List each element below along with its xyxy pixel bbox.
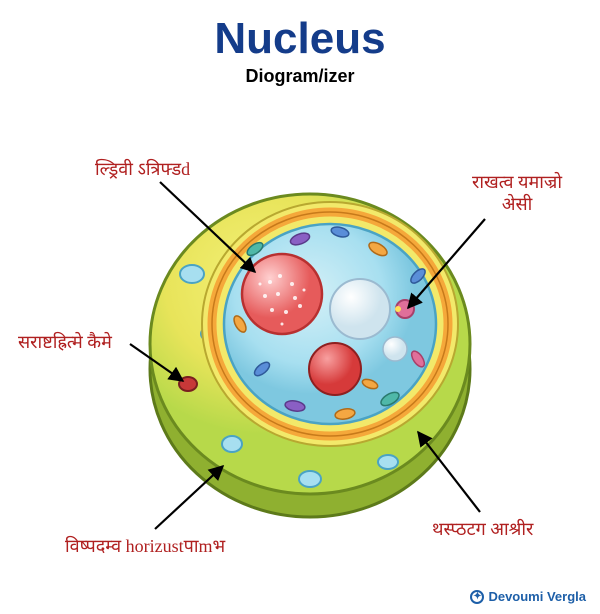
credit-text: Devoumi Vergla bbox=[488, 589, 586, 604]
label-bottom-left: विष्पदम्व horizustपाmभ bbox=[65, 536, 225, 558]
label-top-right: राखत्व यमाज्रो अेसी bbox=[472, 172, 562, 215]
pointer-bottom-left bbox=[155, 466, 223, 529]
credit: ✦ Devoumi Vergla bbox=[470, 589, 586, 604]
label-top-left: ल्ड्रिवी ऽत्रिफ्डd bbox=[95, 159, 190, 181]
credit-icon: ✦ bbox=[470, 590, 484, 604]
label-mid-left: सराष्टह्रित्मे कैमे bbox=[18, 332, 112, 354]
label-bottom-right: थस्प्ठटग आश्रीर bbox=[432, 519, 533, 541]
